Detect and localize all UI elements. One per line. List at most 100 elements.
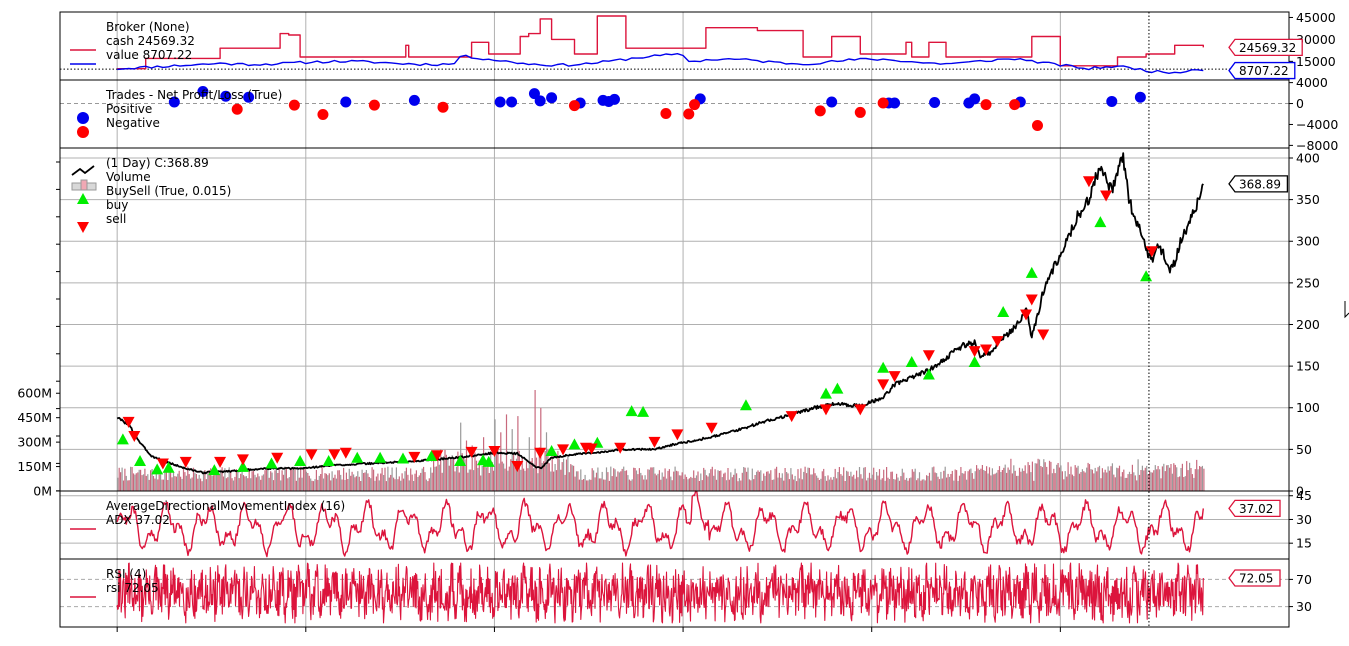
volume-bar [1124, 477, 1126, 491]
volume-bar [1013, 465, 1015, 491]
volume-bar [936, 473, 938, 491]
buy-marker [905, 355, 918, 367]
volume-bar [1068, 474, 1071, 491]
volume-bar [1161, 466, 1163, 491]
volume-bar [222, 476, 225, 491]
volume-bar [974, 471, 976, 491]
volume-bar [553, 471, 555, 491]
volume-bar [360, 481, 362, 491]
volume-bar [1047, 474, 1049, 491]
volume-bar [1183, 477, 1185, 491]
volume-bar [648, 469, 650, 491]
volume-bar [444, 449, 446, 491]
volume-bar [350, 475, 352, 491]
volume-bar [1118, 465, 1121, 491]
volume-bar [1114, 477, 1116, 491]
volume-bar [691, 477, 693, 491]
volume-bar [1051, 473, 1053, 491]
volume-bar [771, 479, 773, 491]
buy-marker [425, 450, 438, 462]
volume-bar [1000, 472, 1002, 491]
trade-positive-marker [494, 96, 506, 108]
volume-bar [977, 468, 979, 491]
volume-bar [724, 472, 726, 491]
volume-bar [780, 477, 782, 491]
volume-bar [1007, 467, 1009, 491]
value-last-value-label-box [1228, 61, 1296, 80]
volume-bar [1063, 479, 1065, 491]
trade-positive-marker [220, 90, 232, 102]
volume-bar [720, 470, 722, 491]
volume-bar [744, 467, 746, 491]
sell-marker [648, 436, 661, 448]
trade-positive-marker [889, 97, 901, 109]
volume-bar [1001, 470, 1003, 491]
volume-bar [272, 480, 275, 491]
volume-bar [508, 466, 510, 491]
trade-negative-marker [368, 99, 380, 111]
volume-bar [916, 480, 918, 491]
buy-marker [1094, 216, 1107, 228]
volume-bar [448, 465, 450, 491]
volume-bar [1156, 469, 1158, 491]
volume-bar [417, 477, 419, 491]
volume-bar [860, 474, 862, 491]
volume-bar [858, 467, 861, 491]
buy-marker [151, 463, 164, 475]
volume-bar [1138, 474, 1141, 491]
volume-bar [786, 472, 788, 491]
volume-bar [1081, 469, 1083, 491]
volume-bar [713, 475, 715, 491]
volume-bar [120, 472, 122, 491]
buy-marker [819, 387, 832, 399]
volume-bar [1189, 462, 1191, 491]
volume-bar [414, 473, 416, 491]
series-rsi [116, 562, 1204, 624]
volume-bar [617, 471, 619, 491]
legend-entry-price: Volume [106, 170, 151, 184]
volume-bar [727, 468, 729, 491]
y-tick-label: 150 [1296, 359, 1320, 374]
volume-bar [1031, 461, 1033, 491]
volume-bar [580, 469, 582, 491]
volume-bar [573, 465, 575, 491]
volume-bar [700, 473, 702, 491]
volume-bar [364, 472, 366, 491]
volume-bar [1041, 467, 1043, 491]
volume-bar [954, 469, 956, 491]
volume-bar [431, 472, 433, 491]
volume-bar [397, 479, 399, 491]
volume-bar [141, 475, 143, 491]
volume-bar [923, 479, 925, 491]
volume-bar [643, 479, 645, 491]
buy-marker [116, 433, 129, 445]
trade-negative-marker [683, 108, 695, 120]
cash-last-value-label: 24569.32 [1239, 41, 1296, 55]
legend-swatch [77, 112, 89, 124]
volume-bar [1203, 468, 1205, 491]
volume-bar [610, 466, 612, 491]
volume-bar [261, 475, 263, 491]
volume-bar [541, 462, 543, 491]
volume-bar [784, 468, 786, 491]
volume-bar [221, 467, 223, 491]
volume-tick-label: 150M [17, 459, 52, 474]
volume-bar [1108, 470, 1111, 491]
volume-bar [430, 467, 432, 491]
volume-bar [440, 449, 442, 491]
sell-marker [1020, 309, 1033, 321]
volume-bar [671, 480, 673, 491]
volume-bar [377, 473, 379, 491]
value-last-value-label: 8707.22 [1239, 64, 1289, 78]
volume-bar [551, 455, 553, 491]
volume-bar [814, 473, 816, 491]
y-tick-label: 300 [1296, 234, 1320, 249]
volume-bar [190, 478, 192, 491]
volume-bar [680, 475, 682, 491]
rsi-last-value-label-box [1228, 569, 1281, 587]
volume-bar [618, 472, 620, 491]
volume-bar [528, 437, 530, 491]
y-tick-label: 30 [1296, 512, 1312, 527]
volume-bar [220, 469, 222, 491]
volume-bar [868, 472, 871, 491]
